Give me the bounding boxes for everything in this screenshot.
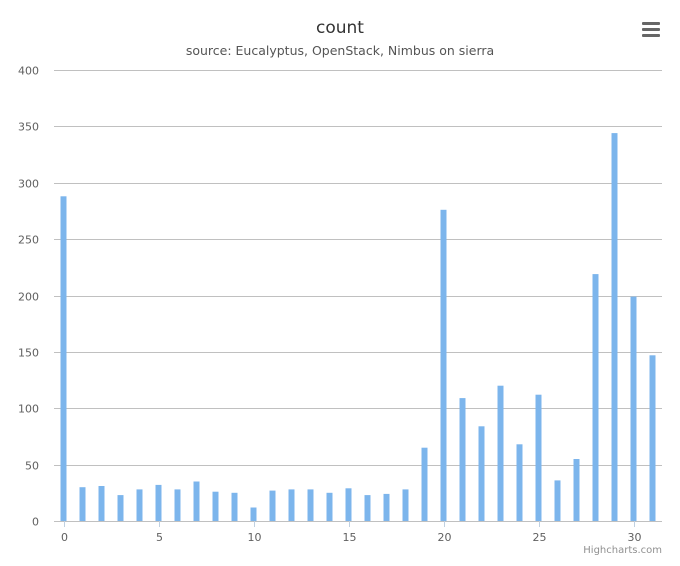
x-tick-label: 5 xyxy=(156,531,163,544)
x-tick-label: 0 xyxy=(61,531,68,544)
x-tick-label: 25 xyxy=(533,531,547,544)
gridlines xyxy=(54,70,662,522)
bar[interactable] xyxy=(98,486,105,521)
bar[interactable] xyxy=(231,492,238,521)
bar[interactable] xyxy=(345,488,352,521)
bar[interactable] xyxy=(250,507,257,522)
bar[interactable] xyxy=(478,426,485,521)
x-tick-label: 10 xyxy=(248,531,262,544)
y-tick-label: 200 xyxy=(18,291,39,304)
bar[interactable] xyxy=(383,493,390,521)
bar[interactable] xyxy=(421,447,428,521)
hamburger-menu-icon xyxy=(642,22,660,37)
x-tick-label: 20 xyxy=(438,531,452,544)
y-axis: 0 50 100 150 200 250 300 350 400 xyxy=(18,65,39,529)
chart-subtitle: source: Eucalyptus, OpenStack, Nimbus on… xyxy=(186,43,494,58)
bar[interactable] xyxy=(535,394,542,521)
y-tick-label: 250 xyxy=(18,234,39,247)
bar[interactable] xyxy=(60,196,67,522)
bar[interactable] xyxy=(269,490,276,521)
bar[interactable] xyxy=(402,489,409,521)
bar[interactable] xyxy=(516,444,523,521)
bar[interactable] xyxy=(193,481,200,522)
bar[interactable] xyxy=(117,495,124,521)
bar[interactable] xyxy=(326,492,333,521)
bar[interactable] xyxy=(79,487,86,521)
bar[interactable] xyxy=(288,489,295,521)
bar[interactable] xyxy=(592,274,599,521)
y-tick-label: 400 xyxy=(18,65,39,78)
bar[interactable] xyxy=(155,484,162,521)
x-axis: 0 5 10 15 20 25 30 xyxy=(61,521,642,544)
x-tick-label: 15 xyxy=(343,531,357,544)
y-tick-label: 100 xyxy=(18,403,39,416)
bar[interactable] xyxy=(307,489,314,521)
bar[interactable] xyxy=(459,398,466,521)
chart-title: count xyxy=(316,18,364,38)
bar[interactable] xyxy=(573,459,580,521)
bar[interactable] xyxy=(212,491,219,521)
bars xyxy=(60,133,656,522)
x-tick-label: 30 xyxy=(628,531,642,544)
y-tick-label: 50 xyxy=(25,460,39,473)
bar[interactable] xyxy=(630,296,637,521)
bar[interactable] xyxy=(364,495,371,521)
bar[interactable] xyxy=(174,489,181,521)
bar[interactable] xyxy=(136,489,143,521)
export-menu-button[interactable] xyxy=(636,16,666,42)
bar[interactable] xyxy=(611,133,618,521)
bar[interactable] xyxy=(554,480,561,521)
y-tick-label: 0 xyxy=(32,516,39,529)
credits-link[interactable]: Highcharts.com xyxy=(583,545,662,556)
y-tick-label: 150 xyxy=(18,347,39,360)
y-tick-label: 300 xyxy=(18,178,39,191)
bar[interactable] xyxy=(649,355,656,521)
y-tick-label: 350 xyxy=(18,121,39,134)
bar[interactable] xyxy=(497,385,504,521)
bar[interactable] xyxy=(440,209,447,522)
